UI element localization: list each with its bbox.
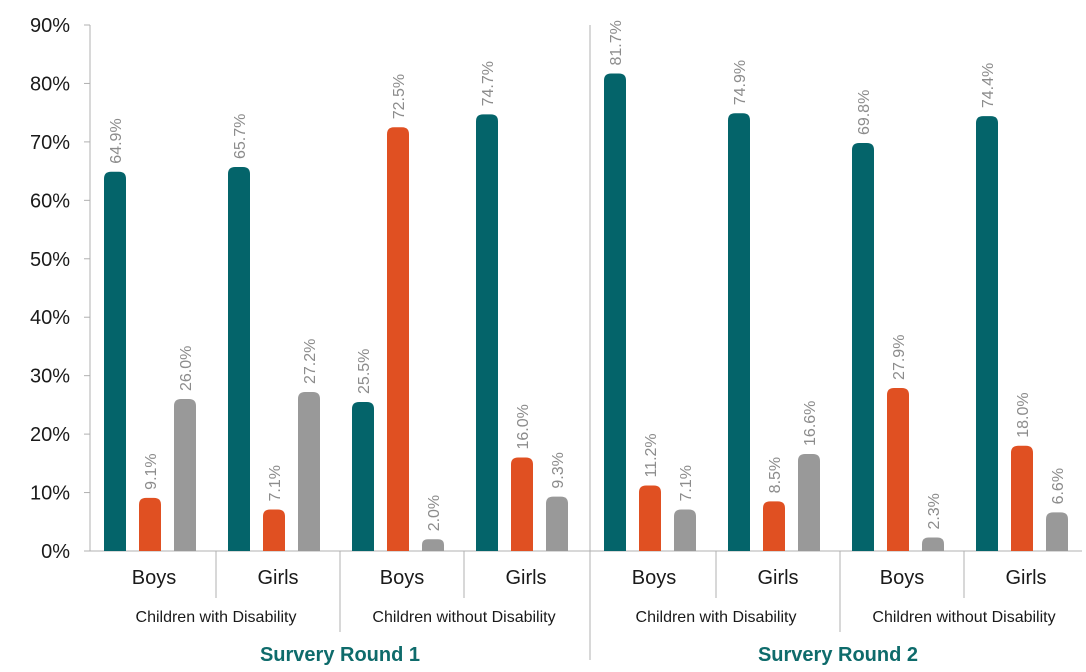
bar	[422, 539, 444, 551]
bar	[387, 127, 409, 552]
gender-label: Boys	[132, 567, 176, 589]
bar	[263, 509, 285, 551]
data-label: 7.1%	[678, 465, 695, 501]
bar	[228, 167, 250, 551]
group-label: Children without Disability	[372, 609, 555, 626]
gender-label: Girls	[505, 567, 546, 589]
bar	[674, 509, 696, 551]
bar	[298, 392, 320, 551]
bar	[1046, 512, 1068, 551]
bar	[798, 453, 820, 551]
group-label: Children with Disability	[136, 609, 297, 626]
bar	[922, 537, 944, 551]
bar	[763, 501, 785, 551]
data-label: 64.9%	[108, 118, 125, 163]
data-label: 2.3%	[926, 493, 943, 529]
group-label: Children with Disability	[636, 609, 797, 626]
bar	[1011, 445, 1033, 551]
y-tick-label: 20%	[30, 424, 70, 446]
bars	[104, 73, 1068, 552]
data-label: 27.2%	[302, 339, 319, 384]
gender-label: Girls	[257, 567, 298, 589]
data-label: 81.7%	[608, 20, 625, 65]
data-label: 74.4%	[980, 63, 997, 108]
group-label: Children without Disability	[872, 609, 1055, 626]
bar	[976, 116, 998, 551]
data-label: 65.7%	[232, 114, 249, 159]
y-tick-label: 90%	[30, 15, 70, 37]
y-tick-label: 60%	[30, 190, 70, 212]
data-label: 74.7%	[480, 61, 497, 106]
bar	[511, 457, 533, 551]
data-label: 74.9%	[732, 60, 749, 105]
y-tick-label: 10%	[30, 483, 70, 505]
data-label: 26.0%	[178, 346, 195, 391]
bar	[476, 114, 498, 552]
bar	[104, 171, 126, 551]
bar	[139, 497, 161, 551]
y-tick-label: 40%	[30, 307, 70, 329]
bar	[604, 73, 626, 552]
data-label: 11.2%	[643, 433, 660, 477]
gender-label: Girls	[757, 567, 798, 589]
data-label: 2.0%	[426, 495, 443, 531]
data-label: 6.6%	[1050, 468, 1067, 504]
x-axis-labels: Boys Girls Children with Disability Boys Gir…	[132, 567, 1056, 666]
data-label: 9.1%	[143, 453, 160, 489]
bar	[728, 113, 750, 552]
data-label: 16.0%	[515, 404, 532, 449]
bar	[174, 399, 196, 551]
data-label: 16.6%	[802, 401, 819, 446]
bar	[639, 485, 661, 551]
data-label: 9.3%	[550, 452, 567, 488]
data-label: 25.5%	[356, 349, 373, 394]
data-label: 27.9%	[891, 335, 908, 380]
y-tick-label: 30%	[30, 366, 70, 388]
axes: 0% 10% 20% 30% 40% 50% 60% 70% 80% 90%	[30, 15, 1082, 660]
gender-label: Girls	[1005, 567, 1046, 589]
data-label: 8.5%	[767, 457, 784, 493]
data-labels: 64.9% 9.1% 26.0% 65.7% 7.1% 27.2% 25.5% 72.5% 2.…	[108, 20, 1067, 531]
data-label: 7.1%	[267, 465, 284, 501]
gender-label: Boys	[632, 567, 676, 589]
data-label: 18.0%	[1015, 392, 1032, 437]
y-tick-label: 80%	[30, 73, 70, 95]
bar	[887, 387, 909, 551]
data-label: 69.8%	[856, 90, 873, 135]
bar	[852, 143, 874, 551]
gender-label: Boys	[880, 567, 924, 589]
y-tick-label: 50%	[30, 249, 70, 271]
data-label: 72.5%	[391, 74, 408, 119]
y-tick-label: 70%	[30, 132, 70, 154]
bar	[546, 496, 568, 551]
round-label: Survery Round 2	[758, 644, 918, 666]
y-tick-label: 0%	[41, 541, 70, 563]
round-label: Survery Round 1	[260, 644, 420, 666]
bar	[352, 401, 374, 551]
gender-label: Boys	[380, 567, 424, 589]
